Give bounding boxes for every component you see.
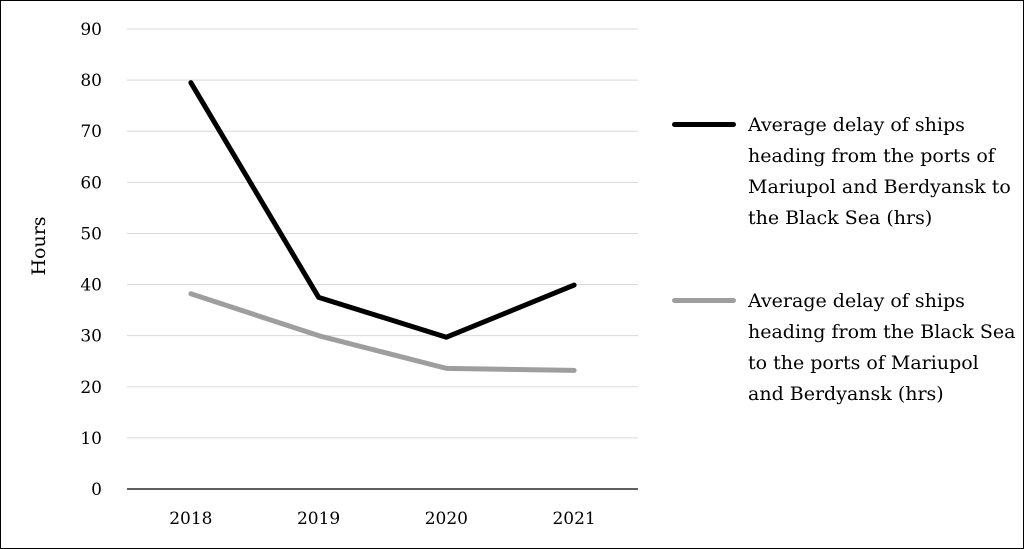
series-lines <box>188 80 577 373</box>
x-tick-label: 2019 <box>297 509 340 529</box>
y-tick-label: 20 <box>80 378 102 398</box>
y-tick-label: 10 <box>80 429 102 449</box>
x-tick-labels: 2018 2019 2020 2021 <box>169 509 596 529</box>
y-tick-label: 60 <box>80 173 102 193</box>
gridlines <box>127 28 638 490</box>
y-tick-label: 30 <box>80 327 102 347</box>
legend-label-series-2: Average delay of ships heading from the … <box>748 290 1016 405</box>
x-tick-label: 2018 <box>169 509 212 529</box>
series-line-1 <box>188 80 577 340</box>
y-tick-label: 50 <box>80 224 102 244</box>
y-tick-label: 90 <box>80 20 102 40</box>
y-axis-title: Hours <box>28 216 50 275</box>
y-tick-label: 80 <box>80 71 102 91</box>
y-tick-label: 40 <box>80 276 102 296</box>
legend-swatch-series-2 <box>672 298 736 303</box>
y-tick-label: 70 <box>80 122 102 142</box>
series-line-2 <box>188 291 577 373</box>
y-tick-label: 0 <box>91 480 102 500</box>
x-tick-label: 2021 <box>552 509 595 529</box>
legend-swatch-series-1 <box>672 122 736 127</box>
y-tick-labels: 0 10 20 30 40 50 60 70 80 90 <box>80 20 102 500</box>
x-tick-label: 2020 <box>425 509 468 529</box>
legend-label-series-1: Average delay of ships heading from the … <box>748 114 1011 229</box>
